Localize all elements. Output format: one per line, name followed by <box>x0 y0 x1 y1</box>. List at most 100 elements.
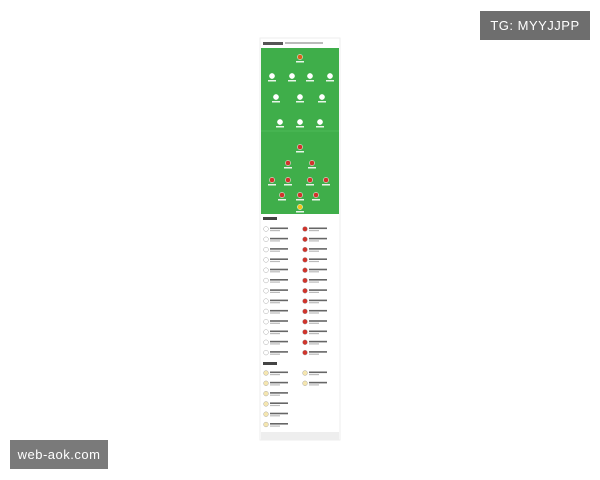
list-subtext <box>270 333 280 335</box>
header-title <box>263 42 283 45</box>
list-subtext <box>309 312 319 314</box>
player-icon <box>297 192 303 198</box>
list-text <box>309 351 327 353</box>
player-icon <box>309 160 315 166</box>
list-subtext <box>270 415 280 417</box>
list-text <box>270 412 288 415</box>
player-icon <box>285 177 291 183</box>
player-name <box>306 184 314 186</box>
player-name <box>296 61 304 63</box>
list-icon <box>263 401 269 407</box>
player-name <box>276 126 284 128</box>
list-text <box>309 227 327 230</box>
player-icon <box>307 177 313 183</box>
list-text <box>309 289 327 291</box>
list-subtext <box>309 291 319 293</box>
list-subtext <box>309 384 319 386</box>
list-icon <box>302 288 308 294</box>
player-name <box>296 126 304 128</box>
list-subtext <box>270 384 280 386</box>
list-text <box>309 309 327 312</box>
list-text <box>270 330 288 333</box>
player-icon <box>279 192 285 198</box>
list-subtext <box>309 230 319 232</box>
list-subtext <box>270 322 280 324</box>
list-text <box>309 248 327 250</box>
player-name <box>316 126 324 128</box>
player-name <box>308 167 316 169</box>
list-icon <box>302 329 308 335</box>
list-icon <box>302 350 308 356</box>
player-name <box>268 80 276 82</box>
player-icon <box>327 73 333 79</box>
player-icon <box>273 94 279 100</box>
footer-bar <box>261 432 339 440</box>
list-icon <box>263 411 269 417</box>
player-icon <box>277 119 283 125</box>
list-icon <box>263 308 269 315</box>
player-icon <box>297 54 303 60</box>
list-subtext <box>270 281 280 283</box>
list-text <box>270 289 288 291</box>
player-icon <box>297 204 303 210</box>
list-text <box>270 402 288 404</box>
list-icon <box>263 319 269 325</box>
player-icon <box>297 144 303 150</box>
list-subtext <box>270 374 280 376</box>
watermark: TG: MYYJJPP <box>480 11 590 40</box>
section-header <box>263 217 277 220</box>
list-text <box>309 320 327 322</box>
watermark: web-aok.com <box>10 440 108 469</box>
list-subtext <box>309 322 319 324</box>
list-subtext <box>309 281 319 283</box>
list-subtext <box>270 271 280 273</box>
list-icon <box>263 380 269 386</box>
player-icon <box>297 94 303 100</box>
list-text <box>270 268 288 271</box>
list-text <box>309 279 327 281</box>
player-name <box>326 80 334 82</box>
list-text <box>270 340 288 343</box>
list-icon <box>302 257 308 263</box>
list-icon <box>302 319 308 325</box>
list-icon <box>263 257 269 263</box>
list-text <box>270 299 288 302</box>
list-subtext <box>270 250 280 252</box>
player-name <box>296 101 304 103</box>
list-icon <box>302 308 308 315</box>
list-icon <box>263 421 269 428</box>
list-text <box>309 268 327 271</box>
player-name <box>312 199 320 201</box>
list-subtext <box>270 260 280 263</box>
list-subtext <box>270 291 280 293</box>
player-name <box>306 80 314 82</box>
list-icon <box>263 329 269 335</box>
list-subtext <box>270 240 280 242</box>
list-subtext <box>270 312 280 314</box>
list-subtext <box>270 404 280 407</box>
list-text <box>270 309 288 312</box>
header-subtitle <box>285 42 323 44</box>
list-text <box>309 340 327 343</box>
list-icon <box>302 236 308 242</box>
player-name <box>272 101 280 103</box>
list-icon <box>263 350 269 356</box>
player-name <box>322 184 330 186</box>
player-icon <box>269 73 275 79</box>
list-icon <box>302 339 308 345</box>
list-icon <box>302 226 308 232</box>
player-icon <box>269 177 275 183</box>
list-icon <box>263 267 269 273</box>
list-text <box>270 248 288 250</box>
list-subtext <box>309 260 319 263</box>
list-text <box>270 351 288 353</box>
list-text <box>270 279 288 281</box>
player-icon <box>319 94 325 100</box>
list-text <box>309 258 327 260</box>
list-subtext <box>270 353 280 355</box>
list-icon <box>263 391 269 397</box>
list-subtext <box>309 333 319 335</box>
list-subtext <box>270 302 280 304</box>
list-text <box>309 381 327 384</box>
